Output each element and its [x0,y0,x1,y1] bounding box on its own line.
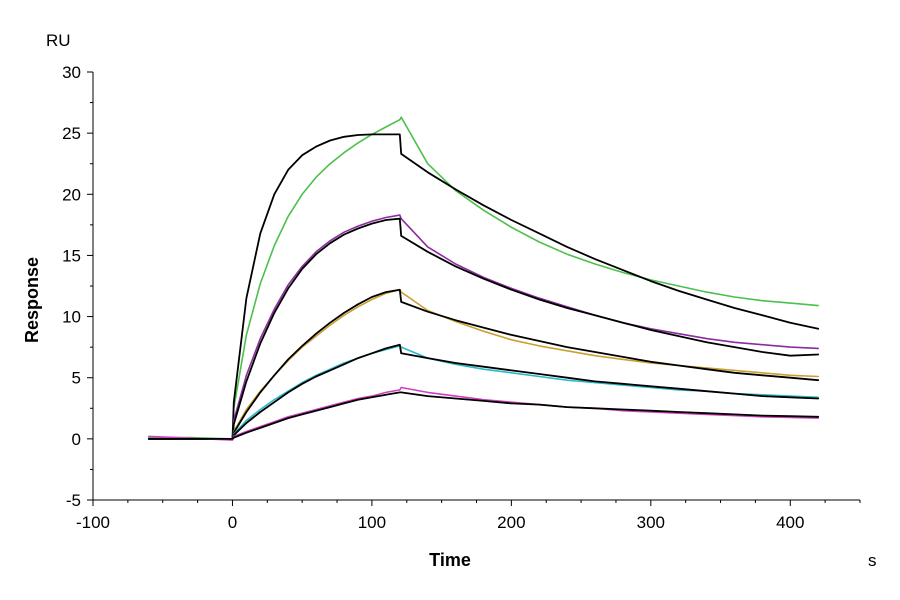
x-tick-label: 0 [228,513,237,532]
fit-curve-6 [147,288,820,440]
series-layer [147,116,820,441]
x-tick-label: 300 [637,513,665,532]
y-tick-label: 0 [72,430,81,449]
y-tick-label: -5 [66,491,81,510]
x-tick-label: 100 [358,513,386,532]
response-curve-3 [148,214,819,440]
y-tick-label: 25 [62,124,81,143]
x-tick-label: 200 [497,513,525,532]
y-unit-label: RU [46,31,71,50]
y-tick-label: 5 [72,369,81,388]
y-tick-label: 30 [62,63,81,82]
x-unit-label: s [868,551,877,570]
y-tick-label: 15 [62,246,81,265]
response-curve-5 [148,288,819,440]
fit-curve-8 [147,343,820,440]
labels: RU s Time Response [22,31,877,570]
axes: -5 0 5 10 15 20 25 30 -100 0 100 200 300 400 [62,63,861,532]
y-axis-title: Response [22,257,42,343]
y-tick-label: 20 [62,185,81,204]
response-curve-7 [148,345,819,440]
response-curve-9 [148,386,819,441]
fit-curve-10 [147,391,820,440]
x-axis-title: Time [429,550,471,570]
response-curve-1 [148,116,819,440]
x-tick-label: -100 [76,513,110,532]
fit-curve-4 [147,217,820,440]
x-tick-label: 400 [776,513,804,532]
y-tick-label: 10 [62,308,81,327]
fit-curve-2 [147,133,820,440]
